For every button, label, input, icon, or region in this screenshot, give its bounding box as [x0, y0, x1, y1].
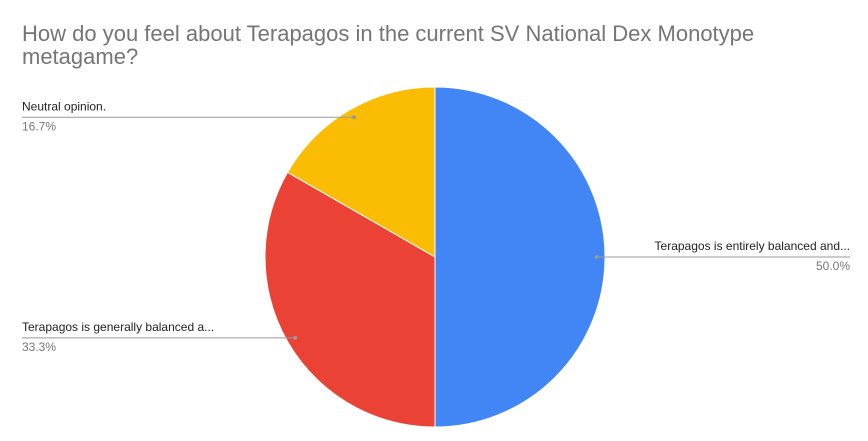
chart-title: How do you feel about Terapagos in the c… [22, 21, 755, 69]
slice-label: Terapagos is entirely balanced and... [655, 239, 850, 253]
slice-value-label: 16.7% [22, 119, 56, 133]
leader-dot [594, 255, 599, 259]
pie-slice [264, 171, 436, 428]
pie-slice [434, 86, 606, 428]
leader-dot [352, 115, 357, 120]
slice-label: Neutral opinion. [22, 99, 106, 113]
slice-value-label: 33.3% [22, 340, 56, 354]
slice-label: Terapagos is generally balanced a... [22, 320, 214, 334]
pie-slice [286, 86, 436, 258]
slice-value-label: 50.0% [816, 259, 850, 273]
leader-dot [293, 335, 298, 340]
